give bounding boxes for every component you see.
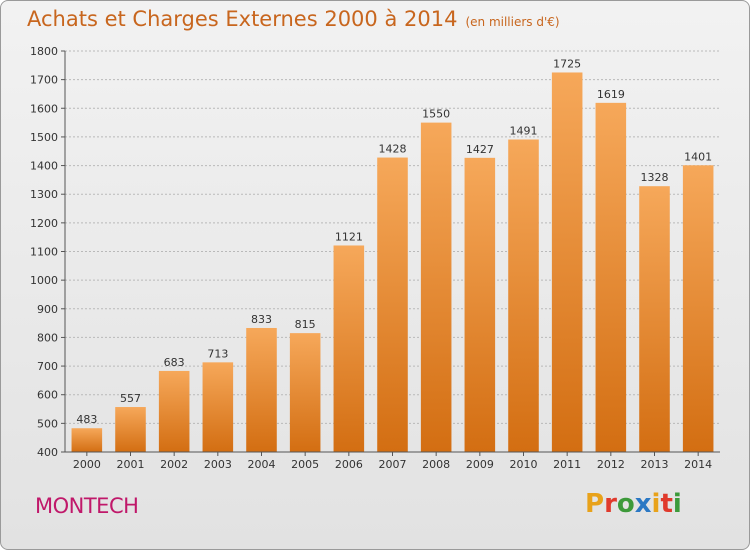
x-tick-label: 2009 xyxy=(466,458,494,471)
x-tick-label: 2013 xyxy=(641,458,669,471)
x-tick-label: 2003 xyxy=(204,458,232,471)
x-tick-label: 2006 xyxy=(335,458,363,471)
data-label: 833 xyxy=(251,313,272,326)
chart-title: Achats et Charges Externes 2000 à 2014 (e… xyxy=(27,7,560,31)
y-tick-label: 800 xyxy=(37,331,58,344)
data-label: 1401 xyxy=(684,150,712,163)
y-tick-label: 1400 xyxy=(30,160,58,173)
logo-letter: x xyxy=(634,489,652,519)
data-label: 1619 xyxy=(597,88,625,101)
x-tick-label: 2010 xyxy=(510,458,538,471)
logo-letter: i xyxy=(651,489,661,519)
data-label: 1328 xyxy=(641,171,669,184)
bar xyxy=(464,157,496,452)
y-tick-label: 1500 xyxy=(30,131,58,144)
y-tick-label: 1100 xyxy=(30,246,58,259)
logo-letter: o xyxy=(616,489,635,519)
data-label: 1121 xyxy=(335,230,363,243)
x-tick-label: 2007 xyxy=(379,458,407,471)
commune-name: MONTECH xyxy=(35,494,139,518)
data-label: 713 xyxy=(207,347,228,360)
logo-letter: r xyxy=(604,489,617,519)
y-tick-label: 900 xyxy=(37,303,58,316)
data-label: 1428 xyxy=(379,143,407,156)
bar xyxy=(333,245,365,452)
bar xyxy=(115,407,146,452)
bars xyxy=(71,72,714,453)
logo-letter: i xyxy=(672,489,682,519)
axes: 400 500 600 700 800 900 1000 1100 1200 1300 1400 15… xyxy=(30,45,720,471)
chart-subtitle: (en milliers d'€) xyxy=(465,15,560,29)
bar xyxy=(289,333,321,452)
data-label: 483 xyxy=(76,413,97,426)
y-tick-label: 500 xyxy=(37,417,58,430)
x-tick-label: 2004 xyxy=(248,458,276,471)
x-tick-label: 2005 xyxy=(291,458,319,471)
logo-letter: t xyxy=(660,489,673,519)
logo-letter: P xyxy=(585,489,605,519)
bar xyxy=(246,327,277,452)
y-tick-label: 1800 xyxy=(30,45,58,58)
y-tick-label: 1200 xyxy=(30,217,58,230)
bar xyxy=(508,139,539,453)
x-tick-label: 2002 xyxy=(160,458,188,471)
y-tick-label: 400 xyxy=(37,446,58,459)
data-labels: 483 557 683 713 833 815 1121 1428 1550 1427 1491 17… xyxy=(76,57,712,426)
y-tick-label: 1000 xyxy=(30,274,58,287)
bar xyxy=(202,362,234,452)
bar xyxy=(420,122,452,452)
x-tick-label: 2014 xyxy=(684,458,712,471)
x-tick-label: 2001 xyxy=(117,458,145,471)
y-tick-label: 600 xyxy=(37,389,58,402)
bar xyxy=(551,72,583,452)
y-tick-label: 700 xyxy=(37,360,58,373)
data-label: 1550 xyxy=(422,108,450,121)
data-label: 557 xyxy=(120,392,141,405)
x-tick-label: 2000 xyxy=(73,458,101,471)
bar xyxy=(158,370,190,452)
x-tick-label: 2008 xyxy=(422,458,450,471)
bar xyxy=(377,157,408,452)
y-tick-label: 1700 xyxy=(30,74,58,87)
x-tick-label: 2011 xyxy=(553,458,581,471)
data-label: 1491 xyxy=(510,125,538,138)
data-label: 1427 xyxy=(466,143,494,156)
bar xyxy=(595,102,627,453)
x-tick-label: 2012 xyxy=(597,458,625,471)
data-label: 1725 xyxy=(553,57,581,70)
y-tick-label: 1300 xyxy=(30,188,58,201)
chart-title-text: Achats et Charges Externes 2000 à 2014 xyxy=(27,7,458,31)
y-tick-label: 1600 xyxy=(30,102,58,115)
bar xyxy=(639,186,670,453)
proxiti-logo: Proxiti xyxy=(585,489,682,519)
bar xyxy=(682,165,714,452)
bar xyxy=(71,428,103,452)
data-label: 683 xyxy=(164,356,185,369)
data-label: 815 xyxy=(295,318,316,331)
